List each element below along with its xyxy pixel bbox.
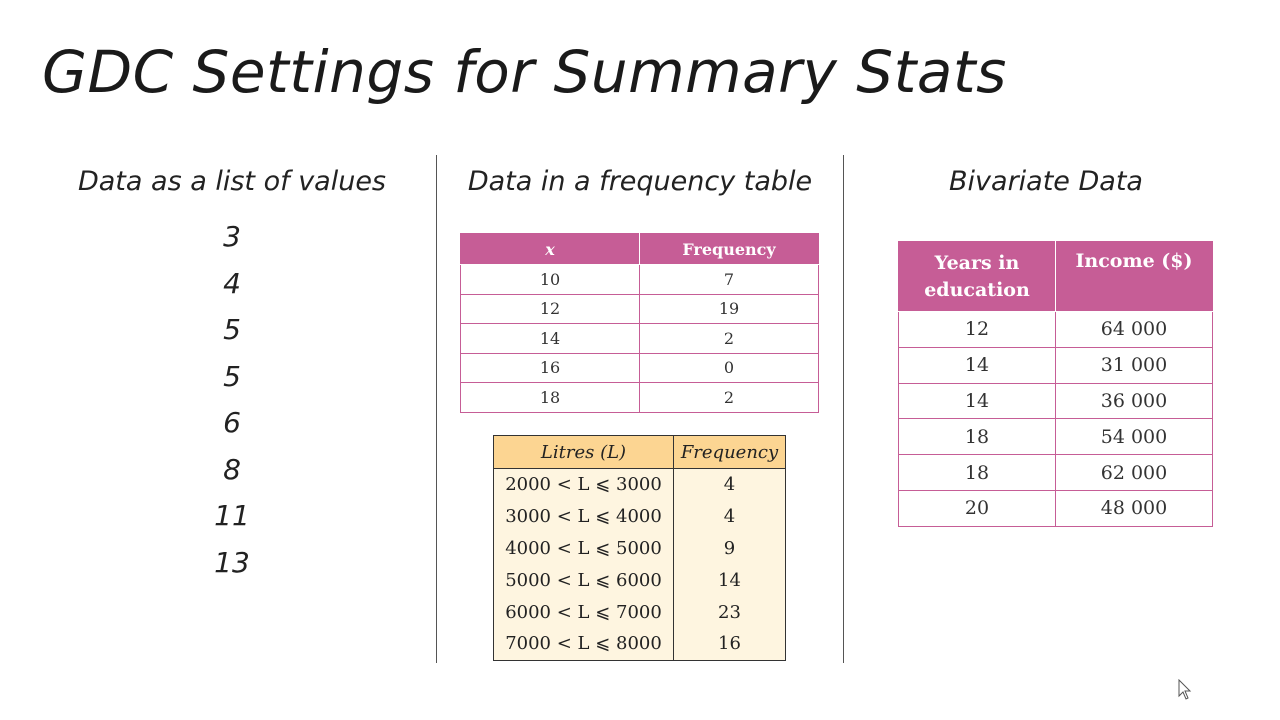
table-row: 18 2 xyxy=(460,382,819,413)
table-header-row: x Frequency xyxy=(460,233,819,265)
table-row: 18 54 000 xyxy=(898,418,1213,456)
list-value: 13 xyxy=(214,545,250,579)
table-cell: 14 xyxy=(673,564,786,597)
table-row: 18 62 000 xyxy=(898,454,1213,491)
header-income: Income ($) xyxy=(1055,241,1213,312)
table-row: 2000 < L ⩽ 3000 4 xyxy=(493,468,786,501)
litres-table: Litres (L) Frequency 2000 < L ⩽ 3000 4 3… xyxy=(493,435,786,661)
table-cell: 23 xyxy=(673,596,786,628)
mouse-pointer-icon xyxy=(1178,679,1192,700)
values-list: 3 4 5 5 6 8 11 13 xyxy=(182,214,282,586)
table-row: 3000 < L ⩽ 4000 4 xyxy=(493,500,786,533)
bivariate-heading: Bivariate Data xyxy=(949,166,1143,197)
table-row: 14 36 000 xyxy=(898,382,1213,420)
list-value: 3 xyxy=(223,220,241,253)
table-cell: 4 xyxy=(673,468,786,501)
table-row: 5000 < L ⩽ 6000 14 xyxy=(493,564,786,597)
header-x: x xyxy=(460,233,640,265)
table-cell: 3000 < L ⩽ 4000 xyxy=(493,500,674,533)
table-cell: 12 xyxy=(460,293,640,324)
header-frequency: Frequency xyxy=(673,435,786,469)
table-cell: 6000 < L ⩽ 7000 xyxy=(493,596,674,628)
list-value: 4 xyxy=(223,266,241,300)
table-cell: 18 xyxy=(460,382,640,413)
table-row: 4000 < L ⩽ 5000 9 xyxy=(493,532,786,565)
table-cell: 7 xyxy=(639,264,819,295)
bivariate-table: Years in education Income ($) 12 64 000 … xyxy=(898,241,1213,527)
table-cell: 16 xyxy=(673,627,786,661)
table-cell: 16 xyxy=(460,352,640,383)
table-cell: 2 xyxy=(639,323,819,354)
frequency-heading: Data in a frequency table xyxy=(467,166,813,197)
list-value: 11 xyxy=(214,499,250,532)
table-cell: 4 xyxy=(673,500,786,533)
table-cell: 18 xyxy=(898,454,1056,491)
table-row: 16 0 xyxy=(460,352,819,383)
list-value: 6 xyxy=(223,406,241,439)
slide-title: GDC Settings for Summary Stats xyxy=(42,38,1007,106)
column-divider-right xyxy=(843,155,844,663)
table-cell: 14 xyxy=(460,323,640,354)
table-cell: 36 000 xyxy=(1055,382,1213,420)
table-row: 6000 < L ⩽ 7000 23 xyxy=(493,596,786,628)
table-header-row: Litres (L) Frequency xyxy=(493,435,786,469)
header-years-line1: Years in xyxy=(934,251,1020,274)
table-cell: 9 xyxy=(673,532,786,565)
header-years-education: Years in education xyxy=(898,241,1056,312)
header-litres: Litres (L) xyxy=(493,435,674,469)
table-cell: 19 xyxy=(639,293,819,324)
table-cell: 14 xyxy=(898,346,1056,384)
header-years-line2: education xyxy=(924,278,1030,301)
table-row: 10 7 xyxy=(460,264,819,295)
table-row: 12 19 xyxy=(460,293,819,324)
table-row: 14 31 000 xyxy=(898,346,1213,384)
table-cell: 20 xyxy=(898,489,1056,527)
frequency-table: x Frequency 10 7 12 19 14 2 16 0 18 2 xyxy=(460,233,819,413)
table-cell: 14 xyxy=(898,382,1056,420)
table-cell: 2 xyxy=(639,382,819,413)
table-cell: 12 xyxy=(898,311,1056,348)
table-cell: 54 000 xyxy=(1055,418,1213,456)
list-value: 5 xyxy=(223,359,241,393)
list-heading: Data as a list of values xyxy=(77,166,387,197)
table-row: 7000 < L ⩽ 8000 16 xyxy=(493,627,786,661)
table-header-row: Years in education Income ($) xyxy=(898,241,1213,312)
column-divider-left xyxy=(436,155,437,663)
table-cell: 31 000 xyxy=(1055,346,1213,384)
table-cell: 4000 < L ⩽ 5000 xyxy=(493,532,674,565)
table-cell: 18 xyxy=(898,418,1056,456)
list-value: 8 xyxy=(223,452,241,486)
header-frequency: Frequency xyxy=(639,233,819,265)
table-cell: 64 000 xyxy=(1055,311,1213,348)
table-row: 20 48 000 xyxy=(898,489,1213,527)
list-value: 5 xyxy=(223,313,241,346)
table-cell: 48 000 xyxy=(1055,489,1213,527)
table-cell: 62 000 xyxy=(1055,454,1213,491)
table-cell: 0 xyxy=(639,352,819,383)
table-cell: 5000 < L ⩽ 6000 xyxy=(493,564,674,597)
table-row: 14 2 xyxy=(460,323,819,354)
table-cell: 2000 < L ⩽ 3000 xyxy=(493,468,674,501)
table-row: 12 64 000 xyxy=(898,311,1213,348)
table-cell: 7000 < L ⩽ 8000 xyxy=(493,627,674,661)
table-cell: 10 xyxy=(460,264,640,295)
